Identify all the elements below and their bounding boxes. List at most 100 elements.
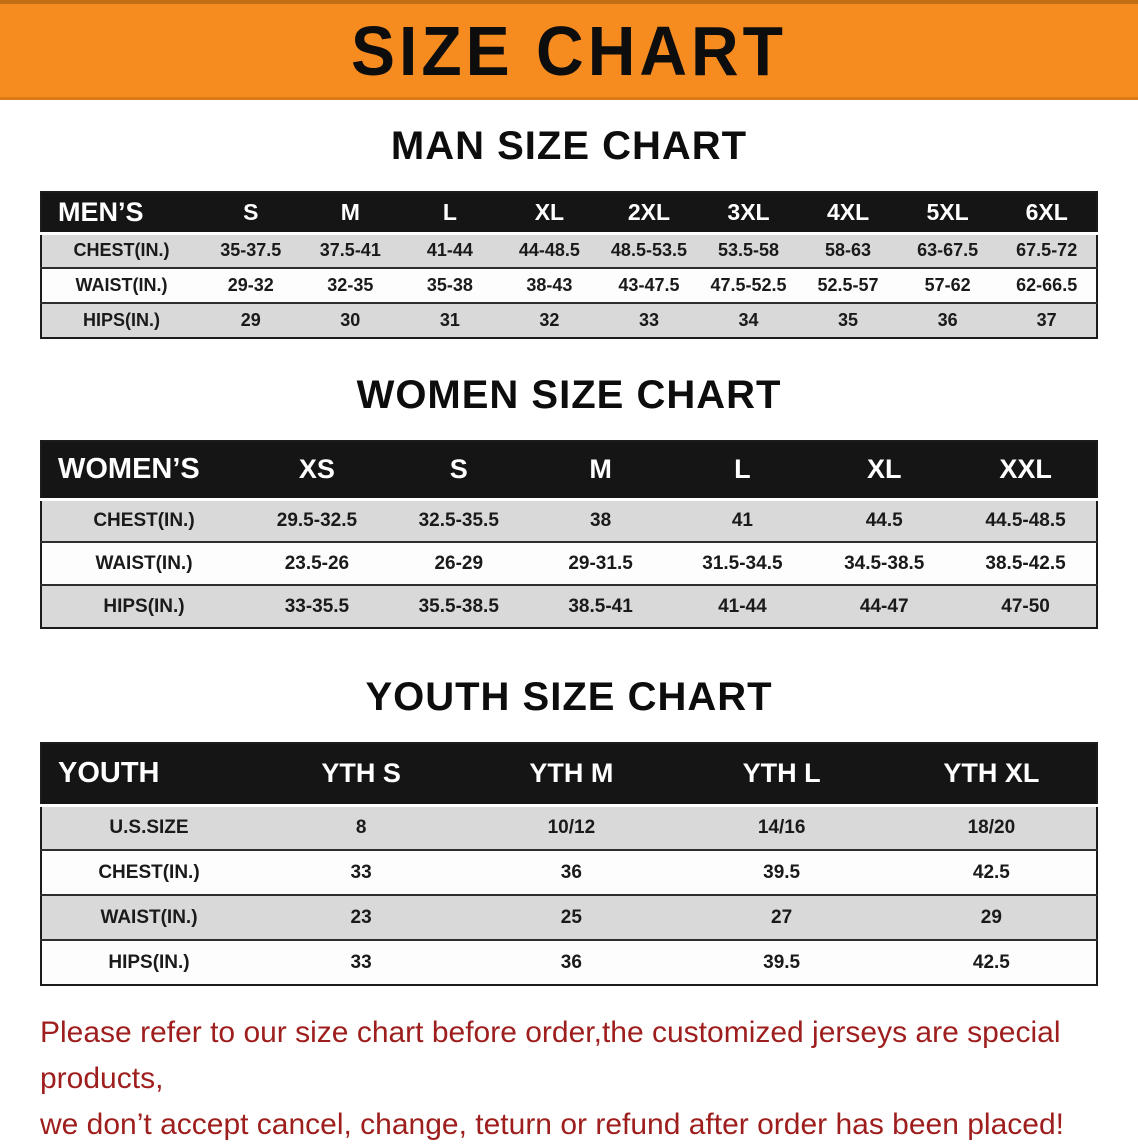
value-cell: 29-32 <box>201 268 301 304</box>
value-cell: 38 <box>529 499 672 543</box>
size-header-cell: YTH M <box>466 743 677 807</box>
value-cell: 10/12 <box>466 805 677 851</box>
size-header-cell: S <box>201 192 301 235</box>
value-cell: 35.5-38.5 <box>418 595 499 617</box>
value-cell: 33 <box>350 951 372 973</box>
row-label-cell: WAIST(IN.) <box>41 268 201 304</box>
youth-section-title: YOUTH SIZE CHART <box>365 675 773 719</box>
size-header-cell: YTH L <box>676 743 887 807</box>
value-cell: 33 <box>638 310 659 330</box>
row-label-cell: CHEST(IN.) <box>41 499 246 543</box>
value-cell: 29 <box>886 895 1097 941</box>
table-row: HIPS(IN.) 33-35.5 35.5-38.5 38.5-41 41-44 44-… <box>41 585 1097 628</box>
table-row: WAIST(IN.) 23.5-26 26-29 29-31.5 31.5-34.5 34… <box>41 542 1097 586</box>
value-cell: 38.5-42.5 <box>955 542 1097 586</box>
value-cell: 39.5 <box>763 951 801 973</box>
table-row: HIPS(IN.) 29 30 31 32 33 34 35 36 37 <box>41 303 1097 338</box>
value-cell: 36 <box>560 951 582 973</box>
value-cell: 36 <box>466 850 677 896</box>
table-title-cell: YOUTH <box>41 743 256 807</box>
size-header-cell: 5XL <box>897 192 998 235</box>
row-label-cell: WAIST(IN.) <box>41 895 256 941</box>
value-cell: 32 <box>539 310 560 330</box>
value-cell: 25 <box>466 895 677 941</box>
row-label-cell: WAIST(IN.) <box>41 542 246 586</box>
table-header-row: YOUTH YTH S YTH M YTH L YTH XL <box>41 743 1097 807</box>
value-cell: 53.5-58 <box>698 233 799 269</box>
value-cell: 43-47.5 <box>599 268 699 304</box>
value-cell: 29-31.5 <box>529 542 672 586</box>
table-title-cell: WOMEN’S <box>41 441 246 501</box>
value-cell: 32-35 <box>300 268 401 304</box>
table-row: HIPS(IN.) 33 36 39.5 42.5 <box>41 940 1097 985</box>
size-header-cell: YTH S <box>256 743 467 807</box>
value-cell: 33 <box>256 850 467 896</box>
size-header-cell: L <box>400 192 500 235</box>
value-cell: 23 <box>256 895 467 941</box>
order-notice: Please refer to our size chart before or… <box>40 1010 1138 1148</box>
value-cell: 30 <box>340 310 361 330</box>
row-label-cell: HIPS(IN.) <box>82 310 160 330</box>
notice-line-2: we don’t accept cancel, change, teturn o… <box>40 1108 1064 1141</box>
row-label-cell: U.S.SIZE <box>41 805 256 851</box>
size-header-cell: 4XL <box>798 192 898 235</box>
value-cell: 35 <box>838 310 859 330</box>
size-header-cell: 6XL <box>997 192 1097 235</box>
men-section-title: MAN SIZE CHART <box>390 124 748 168</box>
table-row: WAIST(IN.) 29-32 32-35 35-38 38-43 43-47.5 47.… <box>41 268 1097 304</box>
table-title-cell: MEN’S <box>41 192 201 235</box>
value-cell: 18/20 <box>886 805 1097 851</box>
value-cell: 29 <box>240 310 261 330</box>
value-cell: 44-48.5 <box>499 233 600 269</box>
size-header-cell: L <box>671 441 814 501</box>
value-cell: 34.5-38.5 <box>813 542 956 586</box>
table-row: CHEST(IN.) 33 36 39.5 42.5 <box>41 850 1097 896</box>
value-cell: 34 <box>738 310 759 330</box>
value-cell: 58-63 <box>798 233 898 269</box>
men-size-chart-section: MAN SIZE CHART MEN’S S M L XL 2XL 3XL 4XL 5XL 6XL… <box>0 124 1138 339</box>
value-cell: 47.5-52.5 <box>698 268 799 304</box>
table-row: U.S.SIZE 8 10/12 14/16 18/20 <box>41 805 1097 851</box>
value-cell: 41-44 <box>400 233 500 269</box>
youth-size-chart-section: YOUTH SIZE CHART YOUTH YTH S YTH M YTH L YTH… <box>0 675 1138 986</box>
value-cell: 48.5-53.5 <box>599 233 699 269</box>
value-cell: 32.5-35.5 <box>387 499 530 543</box>
women-section-title: WOMEN SIZE CHART <box>356 373 782 417</box>
value-cell: 14/16 <box>676 805 887 851</box>
size-header-cell: M <box>529 441 672 501</box>
size-chart-banner: SIZE CHART <box>0 0 1138 100</box>
value-cell: 39.5 <box>676 850 887 896</box>
value-cell: 38-43 <box>499 268 600 304</box>
size-header-cell: XL <box>813 441 956 501</box>
value-cell: 67.5-72 <box>997 233 1097 269</box>
value-cell: 31.5-34.5 <box>671 542 814 586</box>
size-header-cell: XS <box>246 441 388 501</box>
value-cell: 38.5-41 <box>568 595 633 617</box>
women-size-table: WOMEN’S XS S M L XL XXL CHEST(IN.) 29.5-32.5 32.5… <box>40 440 1098 629</box>
youth-size-table: YOUTH YTH S YTH M YTH L YTH XL U.S.SIZE 8 10/12… <box>40 742 1098 986</box>
value-cell: 26-29 <box>387 542 530 586</box>
table-row: CHEST(IN.) 29.5-32.5 32.5-35.5 38 41 44.5 44.5… <box>41 499 1097 543</box>
value-cell: 42.5 <box>886 850 1097 896</box>
size-header-cell: S <box>387 441 530 501</box>
value-cell: 44-47 <box>859 595 909 617</box>
value-cell: 8 <box>256 805 467 851</box>
table-row: WAIST(IN.) 23 25 27 29 <box>41 895 1097 941</box>
value-cell: 52.5-57 <box>798 268 898 304</box>
size-header-cell: 2XL <box>599 192 699 235</box>
value-cell: 41-44 <box>718 595 767 617</box>
row-label-cell: HIPS(IN.) <box>108 951 190 973</box>
value-cell: 47-50 <box>1001 595 1050 617</box>
value-cell: 36 <box>937 310 958 330</box>
value-cell: 62-66.5 <box>997 268 1097 304</box>
women-size-chart-section: WOMEN SIZE CHART WOMEN’S XS S M L XL XXL CHEST(… <box>0 373 1138 629</box>
size-header-cell: M <box>300 192 401 235</box>
size-header-cell: YTH XL <box>886 743 1097 807</box>
table-header-row: WOMEN’S XS S M L XL XXL <box>41 441 1097 501</box>
value-cell: 35-37.5 <box>201 233 301 269</box>
size-header-cell: 3XL <box>698 192 799 235</box>
row-label-cell: CHEST(IN.) <box>41 233 201 269</box>
row-label-cell: HIPS(IN.) <box>103 595 185 617</box>
value-cell: 37.5-41 <box>300 233 401 269</box>
